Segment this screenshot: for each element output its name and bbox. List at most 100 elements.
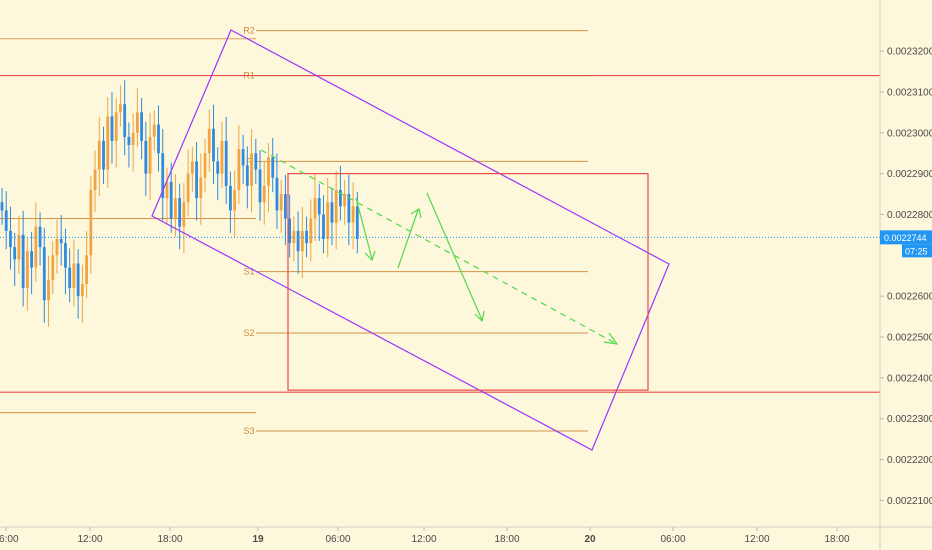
projection-arrow — [426, 192, 483, 321]
projection-arrow-head — [364, 250, 376, 262]
candle-body — [207, 128, 211, 154]
candle-body — [55, 238, 59, 256]
candle-body — [258, 169, 262, 203]
candle-body — [161, 153, 165, 199]
projection-arrow — [397, 209, 419, 269]
candle-body — [131, 132, 135, 146]
candle-body — [135, 112, 139, 133]
price-zone-rectangle — [287, 173, 649, 391]
y-tick-label: 0.0022300 — [887, 414, 932, 425]
projection-dashed-line — [260, 149, 616, 344]
candle-body — [127, 136, 131, 146]
pivot-label: S2 — [243, 328, 254, 338]
candle-body — [144, 140, 148, 174]
x-tick-label: 20 — [584, 534, 596, 545]
candle-body — [300, 230, 304, 252]
candle-body — [47, 279, 50, 301]
candle-body — [182, 202, 186, 227]
candle-body — [165, 181, 169, 199]
y-axis[interactable]: 0.0023200 0.0023100 0.0023000 0.0022900 0.00… — [880, 47, 932, 507]
candle-body — [25, 251, 29, 289]
candle-body — [85, 255, 88, 284]
candle-body — [267, 157, 270, 186]
candle-body — [229, 185, 232, 211]
candle-body — [284, 194, 287, 219]
candle-body — [17, 234, 21, 260]
candle-body — [212, 128, 215, 162]
candle-body — [237, 149, 241, 190]
candle-body — [339, 189, 342, 207]
candle-body — [89, 189, 93, 256]
candle-body — [309, 218, 313, 244]
candle-body — [123, 104, 127, 137]
candle-body — [21, 234, 25, 289]
x-tick-label: 18:00 — [494, 534, 519, 545]
x-tick-label: 18:00 — [824, 534, 849, 545]
candle-body — [106, 116, 110, 170]
candle-body — [13, 247, 17, 260]
projection-arrow-head — [603, 332, 619, 345]
candle-body — [4, 210, 8, 231]
candles-layer — [0, 80, 359, 327]
candle-body — [330, 202, 334, 223]
projection-arrow-head — [410, 208, 422, 219]
candle-body — [275, 177, 279, 211]
candle-body — [296, 230, 300, 252]
pivot-label: R2 — [243, 26, 255, 36]
candle-body — [262, 185, 266, 203]
candle-body — [334, 189, 338, 223]
x-tick-label: 06:00 — [0, 534, 19, 545]
x-tick-label: 06:00 — [660, 534, 685, 545]
countdown-badge — [902, 244, 932, 258]
candle-body — [68, 267, 72, 289]
drawings-layer — [151, 29, 670, 451]
candle-body — [250, 153, 253, 186]
candle-body — [241, 149, 245, 166]
candle-body — [195, 161, 198, 199]
candle-body — [233, 189, 237, 211]
y-tick-label: 0.0022800 — [887, 210, 932, 221]
last-price-layer: 0.0022744 07:25 — [0, 230, 932, 258]
candle-body — [190, 161, 194, 174]
candle-body — [114, 112, 118, 141]
candle-body — [288, 218, 292, 244]
candle-body — [64, 243, 67, 268]
candle-body — [93, 169, 97, 190]
candle-body — [220, 140, 224, 174]
pivot-label: S3 — [243, 426, 254, 436]
candle-body — [119, 104, 122, 113]
candle-body — [97, 140, 101, 170]
candle-body — [326, 202, 330, 239]
x-axis[interactable]: 06:00 12:00 18:00 19 06:00 12:00 18:00 20 06:00 1… — [0, 527, 850, 545]
candle-body — [38, 226, 42, 248]
last-price-label: 0.0022744 — [884, 233, 927, 243]
candle-body — [245, 165, 249, 186]
countdown-label: 07:25 — [905, 246, 928, 256]
last-price-badge — [880, 230, 932, 245]
candle-body — [322, 214, 325, 239]
y-tick-label: 0.0022600 — [887, 292, 932, 303]
candle-body — [80, 283, 84, 297]
candle-body — [313, 198, 317, 219]
candle-body — [292, 230, 296, 244]
candle-body — [224, 140, 228, 186]
candle-body — [254, 153, 258, 170]
projection-arrow-head — [474, 310, 485, 323]
candle-body — [34, 226, 38, 268]
candle-body — [174, 198, 177, 219]
pivot-label: S1 — [243, 267, 254, 277]
candle-body — [157, 124, 160, 154]
candle-body — [30, 251, 34, 268]
candle-body — [42, 247, 46, 301]
candle-body — [148, 136, 152, 174]
candle-body — [355, 206, 359, 239]
candle-body — [59, 238, 63, 244]
pivot-label: P — [246, 156, 252, 166]
candle-body — [216, 161, 220, 174]
candle-body — [169, 181, 173, 219]
candle-body — [271, 157, 275, 178]
y-tick-label: 0.0023200 — [887, 47, 932, 58]
